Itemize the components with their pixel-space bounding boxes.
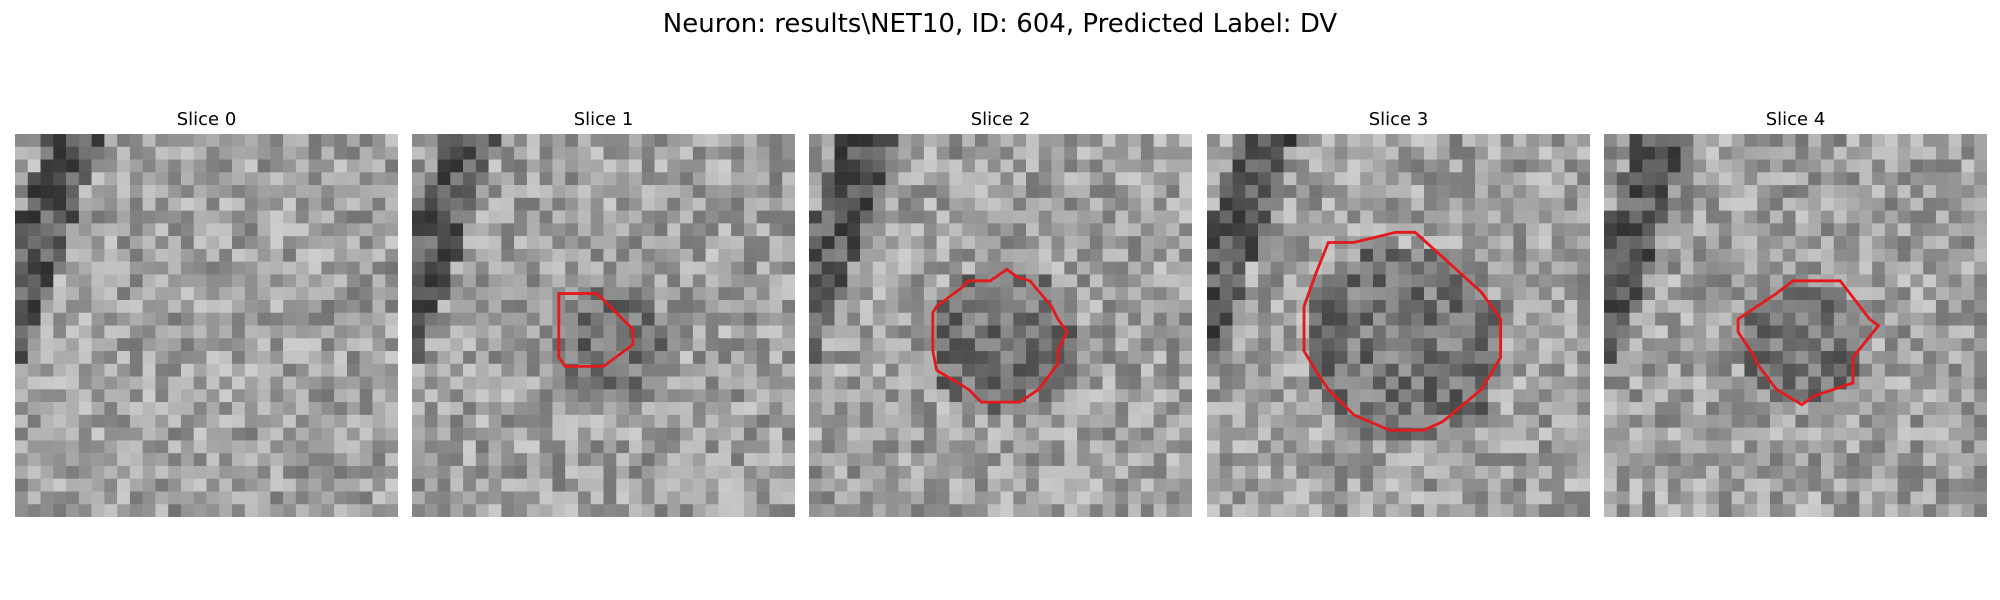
slice-4-title: Slice 4 (1765, 109, 1826, 130)
pixel-grid (809, 134, 1192, 517)
slice-3-contour (1302, 230, 1503, 432)
slice-0-title: Slice 0 (176, 109, 237, 130)
slice-2-contour (931, 267, 1069, 404)
figure-title: Neuron: results\NET10, ID: 604, Predicte… (662, 9, 1338, 39)
pixel-grid (1207, 134, 1590, 517)
slice-0-grayscale-patch (15, 134, 398, 517)
slice-3-grayscale-patch (1207, 134, 1590, 517)
pixel-grid (412, 134, 795, 517)
slice-4-image (1604, 134, 1987, 517)
slice-2-grayscale-patch (809, 134, 1192, 517)
pixel-grid (1604, 134, 1987, 517)
slice-2-image (809, 134, 1192, 517)
slice-2-title: Slice 2 (970, 109, 1031, 130)
slice-1-title: Slice 1 (573, 109, 634, 130)
slice-4-grayscale-patch (1604, 134, 1987, 517)
slice-0-image (15, 134, 398, 517)
slice-1-grayscale-patch (412, 134, 795, 517)
slice-3-image (1207, 134, 1590, 517)
slice-4-contour (1736, 279, 1881, 407)
pixel-grid (15, 134, 398, 517)
slice-1-image (412, 134, 795, 517)
slice-1-contour (557, 292, 635, 368)
slice-3-title: Slice 3 (1368, 109, 1429, 130)
